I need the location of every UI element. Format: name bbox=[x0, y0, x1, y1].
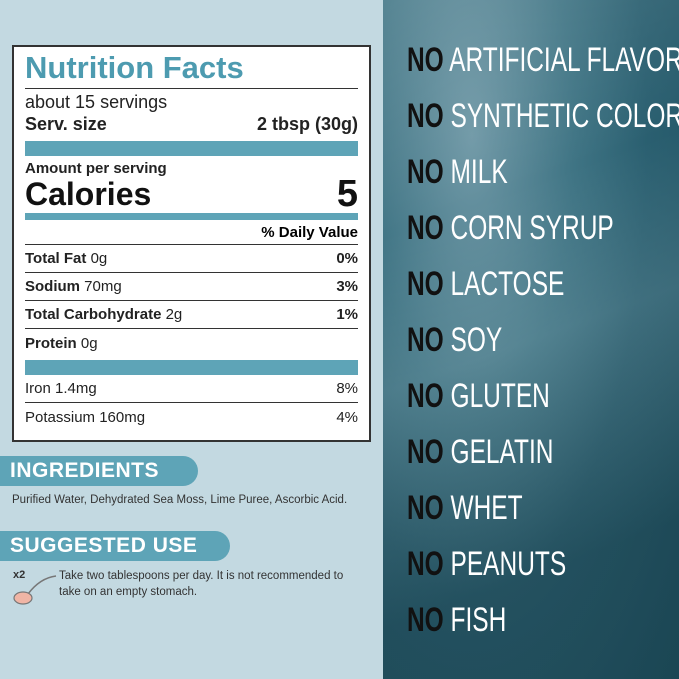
suggested-use-heading: SUGGESTED USE bbox=[0, 531, 230, 561]
no-prefix: NO bbox=[407, 377, 444, 415]
ingredients-text: Purified Water, Dehydrated Sea Moss, Lim… bbox=[12, 494, 348, 506]
no-prefix: NO bbox=[407, 433, 444, 471]
serv-size-value: 2 tbsp (30g) bbox=[256, 114, 358, 134]
mineral-name: Potassium 160mg bbox=[25, 408, 146, 426]
nutrient-name: Protein 0g bbox=[25, 334, 98, 352]
free-from-text: MILK bbox=[450, 153, 508, 191]
no-prefix: NO bbox=[407, 41, 444, 79]
free-from-item: NO GLUTEN bbox=[407, 376, 666, 432]
mineral-name: Iron 1.4mg bbox=[25, 380, 97, 397]
free-from-item: NO GELATIN bbox=[407, 432, 666, 488]
no-prefix: NO bbox=[407, 545, 444, 583]
ingredients-heading: INGREDIENTS bbox=[0, 456, 198, 486]
free-from-item: NO LACTOSE bbox=[407, 264, 666, 320]
free-from-text: SOY bbox=[450, 321, 503, 359]
free-from-item: NO MILK bbox=[407, 152, 666, 208]
no-prefix: NO bbox=[407, 489, 444, 527]
nutrient-dv: 0% bbox=[336, 250, 358, 267]
right-panel bbox=[383, 0, 679, 679]
free-from-text: GELATIN bbox=[450, 433, 554, 471]
mineral-dv: 8% bbox=[336, 380, 358, 397]
free-from-item: NO PEANUTS bbox=[407, 544, 666, 600]
free-from-list: NO ARTIFICIAL FLAVORS NO SYNTHETIC COLORS… bbox=[407, 40, 679, 656]
free-from-item: NO ARTIFICIAL FLAVORS bbox=[407, 40, 679, 96]
nutrient-dv: 3% bbox=[336, 278, 358, 295]
free-from-item: NO WHET bbox=[407, 488, 666, 544]
nutrient-row: Sodium 70mg 3% bbox=[25, 273, 358, 301]
free-from-item: NO FISH bbox=[407, 600, 666, 656]
servings: about 15 servings bbox=[25, 92, 168, 112]
free-from-item: NO SOY bbox=[407, 320, 666, 376]
mineral-row: Iron 1.4mg 8% bbox=[25, 375, 358, 403]
calories-value: 5 bbox=[336, 173, 358, 215]
divider-bar bbox=[25, 213, 358, 220]
no-prefix: NO bbox=[407, 97, 444, 135]
divider-bar bbox=[25, 141, 358, 156]
no-prefix: NO bbox=[407, 153, 444, 191]
daily-value-header: % Daily Value bbox=[25, 220, 358, 245]
amount-label: Amount per serving bbox=[25, 160, 167, 177]
no-prefix: NO bbox=[407, 209, 444, 247]
mineral-dv: 4% bbox=[336, 408, 358, 426]
serv-size-label: Serv. size bbox=[25, 114, 107, 134]
suggested-use-text: Take two tablespoons per day. It is not … bbox=[59, 570, 344, 598]
spoon-icon bbox=[13, 575, 57, 605]
no-prefix: NO bbox=[407, 265, 444, 303]
free-from-text: FISH bbox=[450, 601, 507, 639]
free-from-text: SYNTHETIC COLORS bbox=[450, 97, 679, 135]
multiplier: x2 bbox=[13, 569, 26, 581]
divider-bar bbox=[25, 360, 358, 375]
nutrient-dv: 1% bbox=[336, 306, 358, 323]
free-from-text: CORN SYRUP bbox=[450, 209, 614, 247]
nutrient-row: Protein 0g bbox=[25, 329, 358, 357]
nutrition-facts-label: Nutrition Facts about 15 servings Serv. … bbox=[12, 45, 371, 442]
free-from-text: PEANUTS bbox=[450, 545, 567, 583]
free-from-text: WHET bbox=[450, 489, 523, 527]
serving-size: Serv. size 2 tbsp (30g) bbox=[25, 114, 358, 135]
nutrient-name: Total Fat 0g bbox=[25, 250, 108, 267]
no-prefix: NO bbox=[407, 601, 444, 639]
nutrient-name: Sodium 70mg bbox=[25, 278, 122, 295]
free-from-text: ARTIFICIAL FLAVORS bbox=[449, 41, 679, 79]
free-from-text: LACTOSE bbox=[450, 265, 565, 303]
nutrient-name: Total Carbohydrate 2g bbox=[25, 306, 183, 323]
free-from-item: NO SYNTHETIC COLORS bbox=[407, 96, 679, 152]
free-from-text: GLUTEN bbox=[450, 377, 550, 415]
free-from-item: NO CORN SYRUP bbox=[407, 208, 666, 264]
calories-label: Calories bbox=[25, 176, 152, 212]
mineral-row: Potassium 160mg 4% bbox=[25, 403, 358, 431]
calories: Calories 5 bbox=[25, 173, 358, 215]
nutrient-row: Total Carbohydrate 2g 1% bbox=[25, 301, 358, 329]
label-title: Nutrition Facts bbox=[25, 49, 358, 89]
no-prefix: NO bbox=[407, 321, 444, 359]
nutrient-row: Total Fat 0g 0% bbox=[25, 245, 358, 273]
